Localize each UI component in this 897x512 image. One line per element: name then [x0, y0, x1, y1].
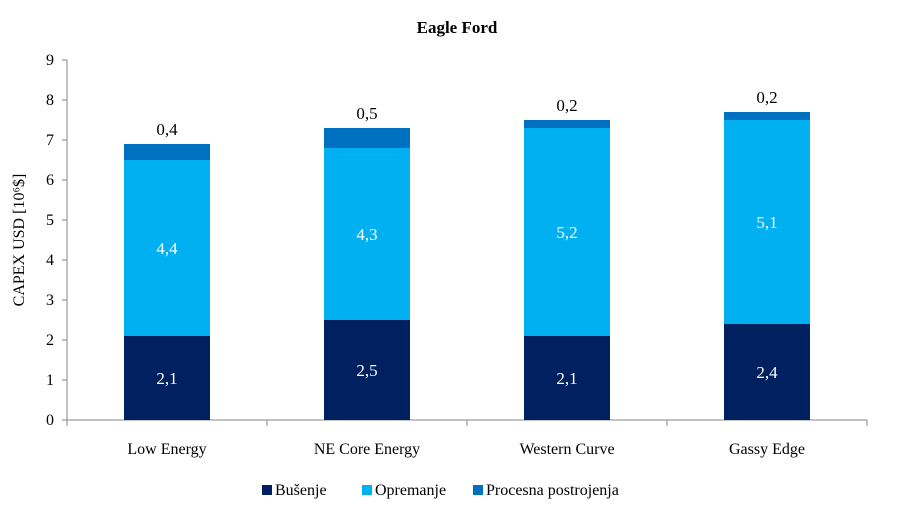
bar-segment — [524, 336, 610, 420]
data-label: 5,1 — [756, 213, 777, 232]
bar-segment — [724, 120, 810, 324]
data-label: 2,5 — [356, 361, 377, 380]
bars: 2,1 4,4 0,4 2,5 4,3 0,5 2,1 5,2 0,2 2,4 5,1 0,2 — [124, 88, 810, 420]
legend-swatch — [262, 485, 272, 495]
bar-segment — [524, 128, 610, 336]
bar-segment — [724, 112, 810, 120]
legend-label: Procesna postrojenja — [486, 482, 619, 499]
axes: 0 1 2 3 4 5 6 7 8 9 Low Energy NE Core Energy Wester… — [46, 52, 868, 458]
y-tick-label: 9 — [46, 52, 54, 69]
y-tick-label: 2 — [46, 332, 54, 349]
bar-segment — [724, 324, 810, 420]
bar-segment — [324, 320, 410, 420]
y-tick-label: 7 — [46, 132, 54, 149]
bar-segment — [324, 148, 410, 320]
data-label: 2,1 — [156, 369, 177, 388]
legend-label: Bušenje — [275, 482, 327, 499]
legend-swatch — [362, 485, 372, 495]
legend-swatch — [473, 485, 483, 495]
x-tick-label: Low Energy — [127, 441, 206, 458]
bar-segment — [124, 160, 210, 336]
x-tick-label: Gassy Edge — [729, 441, 805, 458]
data-label: 0,5 — [356, 104, 377, 123]
bar-segment — [324, 128, 410, 148]
data-label: 4,4 — [156, 239, 178, 258]
y-tick-label: 6 — [46, 172, 54, 189]
chart-title: Eagle Ford — [417, 18, 498, 37]
y-tick-label: 5 — [46, 212, 54, 229]
x-tick-label: Western Curve — [519, 441, 614, 458]
data-label: 0,2 — [556, 96, 577, 115]
y-axis-label: CAPEX USD [10⁶$] — [11, 174, 28, 307]
bar-segment — [124, 336, 210, 420]
x-tick-label: NE Core Energy — [314, 441, 420, 458]
data-label: 0,2 — [756, 88, 777, 107]
bar-segment — [124, 144, 210, 160]
y-tick-label: 1 — [46, 372, 54, 389]
legend-label: Opremanje — [375, 482, 446, 499]
y-tick-label: 8 — [46, 92, 54, 109]
data-label: 5,2 — [556, 223, 577, 242]
data-label: 0,4 — [156, 120, 178, 139]
y-tick-label: 0 — [46, 412, 54, 429]
y-tick-label: 3 — [46, 292, 54, 309]
data-label: 2,4 — [756, 363, 778, 382]
data-label: 2,1 — [556, 369, 577, 388]
y-tick-label: 4 — [46, 252, 54, 269]
legend: Bušenje Opremanje Procesna postrojenja — [262, 482, 619, 499]
data-label: 4,3 — [356, 225, 377, 244]
bar-segment — [524, 120, 610, 128]
